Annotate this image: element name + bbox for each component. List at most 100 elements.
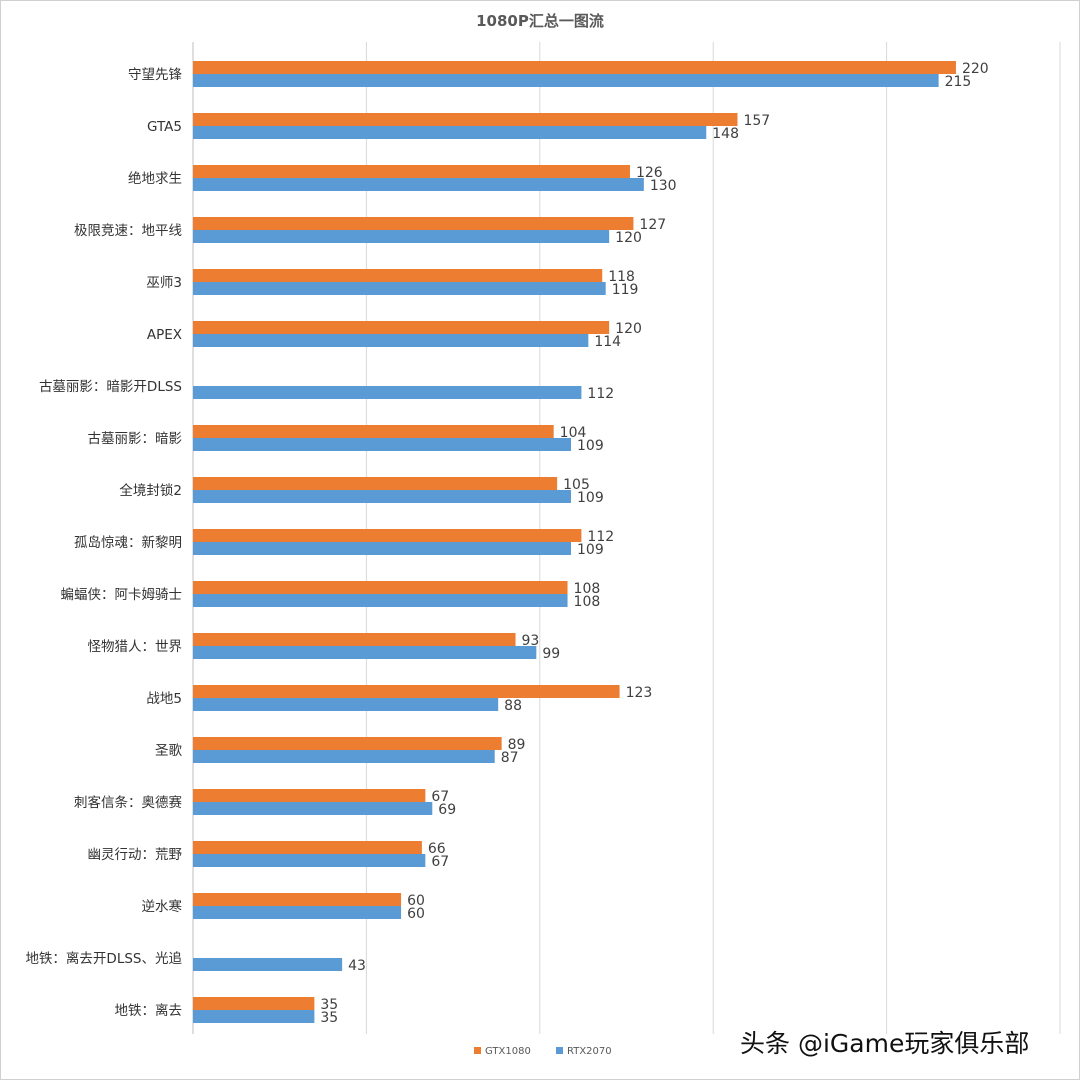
category-label: 守望先锋 (128, 67, 182, 83)
data-label: 67 (431, 789, 449, 805)
data-label: 69 (438, 802, 456, 818)
bar-rtx2070 (193, 750, 495, 763)
data-label: 67 (431, 854, 449, 870)
data-label: 93 (522, 633, 540, 649)
category-label: 圣歌 (155, 743, 182, 759)
value-labels: 2202151571481261301271201181191201141121… (320, 61, 988, 1026)
bar-gtx1080 (193, 581, 568, 594)
legend-swatch-gtx1080 (474, 1047, 481, 1054)
bar-gtx1080 (193, 217, 634, 230)
legend-label: RTX2070 (567, 1046, 612, 1057)
bar-gtx1080 (193, 269, 603, 282)
data-label: 99 (542, 646, 560, 662)
bar-gtx1080 (193, 633, 516, 646)
bar-gtx1080 (193, 529, 582, 542)
legend-label: GTX1080 (485, 1046, 531, 1057)
bar-gtx1080 (193, 685, 620, 698)
data-label: 104 (560, 425, 587, 441)
category-label: APEX (147, 327, 182, 343)
category-label: 怪物猎人：世界 (88, 639, 183, 655)
bars (193, 61, 956, 1023)
bar-rtx2070 (193, 802, 433, 815)
category-label: 巫师3 (146, 275, 182, 291)
bar-gtx1080 (193, 737, 502, 750)
bar-rtx2070 (193, 438, 572, 451)
bar-gtx1080 (193, 321, 610, 334)
bar-rtx2070 (193, 1010, 315, 1023)
category-label: 极限竞速：地平线 (74, 222, 182, 239)
watermark: 头条 @iGame玩家俱乐部 (740, 1029, 1030, 1058)
category-label: 幽灵行动：荒野 (88, 847, 183, 863)
bar-rtx2070 (193, 594, 568, 607)
data-label: 112 (587, 529, 614, 545)
bar-rtx2070 (193, 698, 499, 711)
data-label: 120 (615, 230, 642, 246)
bar-gtx1080 (193, 61, 956, 74)
data-label: 35 (320, 1010, 338, 1026)
category-label: 逆水寒 (142, 898, 183, 915)
bar-rtx2070 (193, 958, 343, 971)
data-label: 127 (639, 217, 666, 233)
bar-rtx2070 (193, 906, 402, 919)
data-label: 89 (508, 737, 526, 753)
bar-gtx1080 (193, 425, 554, 438)
category-label: 全境封锁2 (119, 482, 182, 499)
bar-rtx2070 (193, 334, 589, 347)
category-label: 孤岛惊魂：新黎明 (74, 535, 182, 551)
data-label: 112 (587, 386, 614, 402)
category-label: 古墓丽影：暗影 (88, 431, 183, 447)
category-label: 地铁：离去开DLSS、光追 (25, 950, 182, 967)
bar-rtx2070 (193, 230, 610, 243)
bar-rtx2070 (193, 178, 644, 191)
data-label: 126 (636, 165, 663, 181)
data-label: 66 (428, 841, 446, 857)
bar-rtx2070 (193, 282, 606, 295)
bar-gtx1080 (193, 789, 426, 802)
bar-rtx2070 (193, 646, 537, 659)
data-label: 105 (563, 477, 590, 493)
data-label: 109 (577, 438, 604, 454)
data-label: 88 (504, 698, 522, 714)
data-label: 220 (962, 61, 989, 77)
bar-rtx2070 (193, 74, 939, 87)
chart-title: 1080P汇总一图流 (476, 12, 604, 30)
category-label: GTA5 (147, 119, 182, 135)
bar-rtx2070 (193, 126, 707, 139)
bar-gtx1080 (193, 893, 402, 906)
category-label: 绝地求生 (128, 171, 182, 187)
bar-gtx1080 (193, 165, 630, 178)
bar-rtx2070 (193, 854, 426, 867)
category-label: 刺客信条：奥德赛 (74, 794, 182, 811)
data-label: 119 (612, 282, 639, 298)
data-label: 109 (577, 490, 604, 506)
data-label: 43 (348, 958, 366, 974)
data-label: 35 (320, 997, 338, 1013)
legend-swatch-rtx2070 (556, 1047, 563, 1054)
data-label: 109 (577, 542, 604, 558)
bar-rtx2070 (193, 542, 572, 555)
data-label: 148 (712, 126, 739, 142)
category-label: 古墓丽影：暗影开DLSS (39, 379, 182, 395)
data-label: 123 (626, 685, 653, 701)
data-label: 120 (615, 321, 642, 337)
data-label: 108 (574, 581, 601, 597)
category-label: 战地5 (146, 691, 182, 707)
data-label: 118 (608, 269, 635, 285)
category-label: 蝙蝠侠：阿卡姆骑士 (61, 587, 183, 603)
bar-gtx1080 (193, 997, 315, 1010)
data-label: 60 (407, 893, 425, 909)
bar-gtx1080 (193, 841, 422, 854)
bar-rtx2070 (193, 490, 572, 503)
legend: GTX1080 RTX2070 (474, 1046, 612, 1057)
data-label: 60 (407, 906, 425, 922)
data-label: 114 (594, 334, 621, 350)
data-label: 108 (574, 594, 601, 610)
bar-gtx1080 (193, 477, 558, 490)
data-label: 130 (650, 178, 677, 194)
data-label: 215 (945, 74, 972, 90)
data-label: 157 (743, 113, 770, 129)
bar-rtx2070 (193, 386, 582, 399)
data-label: 87 (501, 750, 519, 766)
